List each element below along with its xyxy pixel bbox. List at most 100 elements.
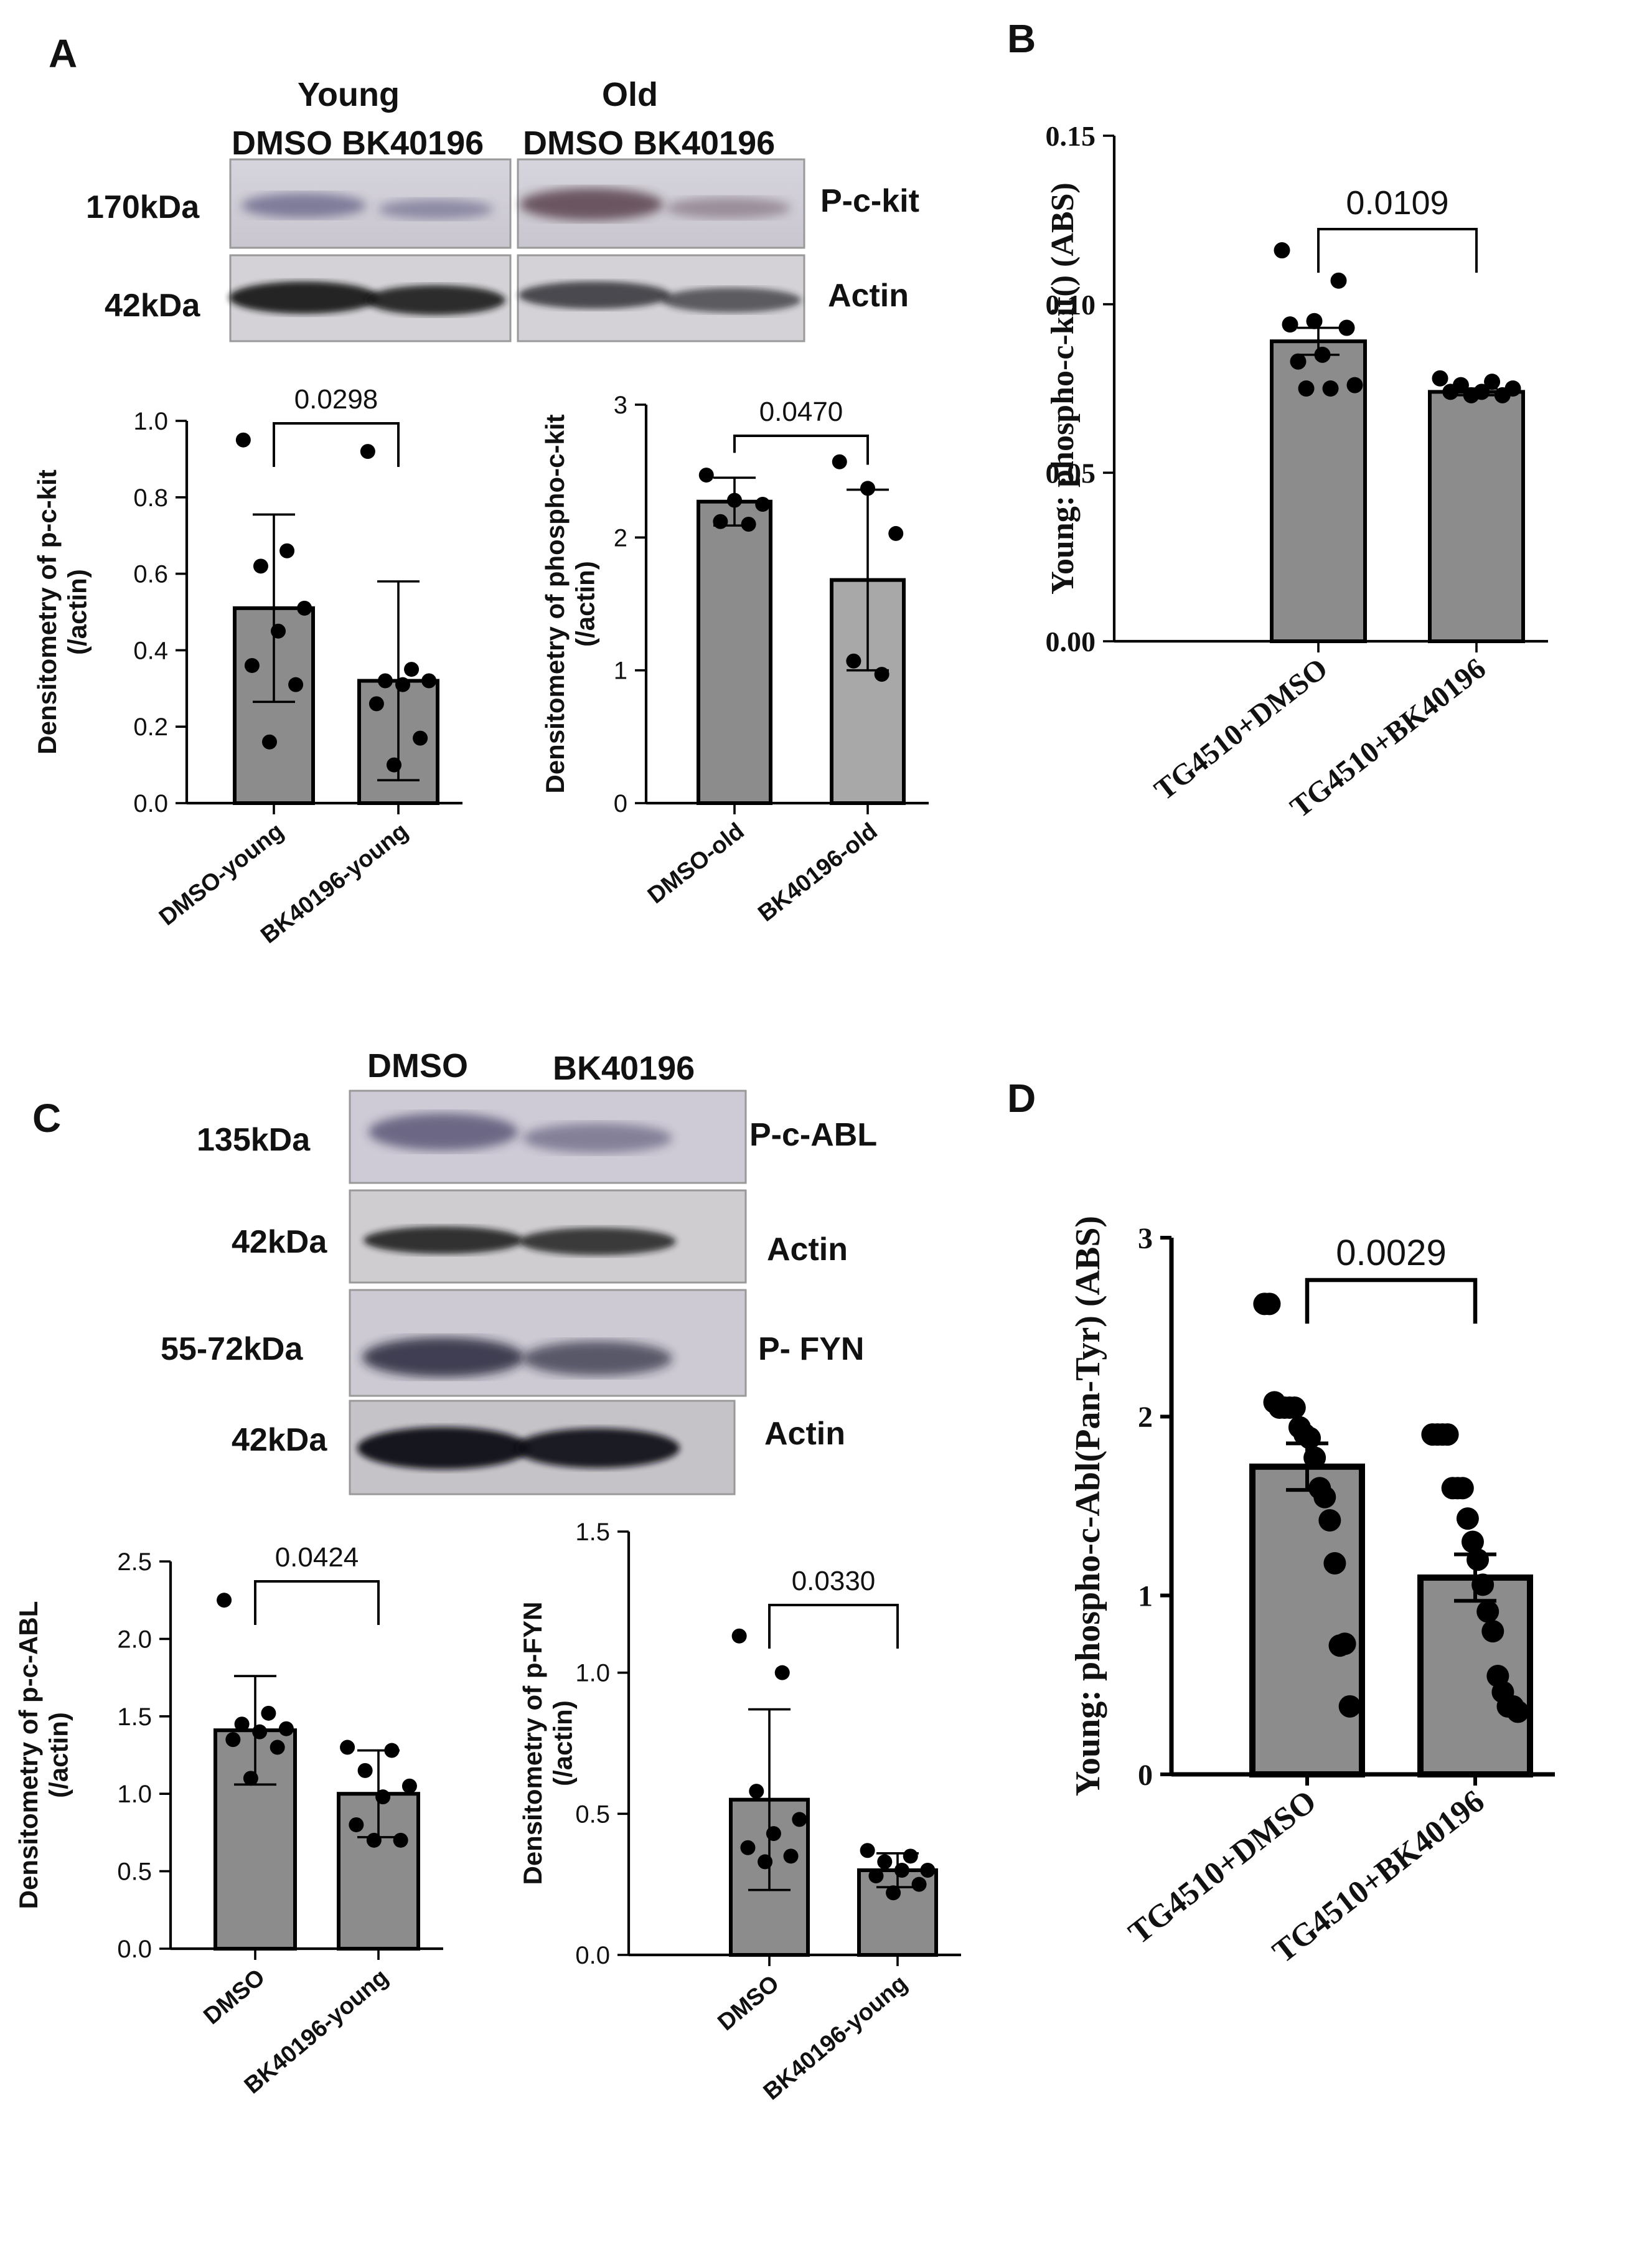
western-blot-a: Young Old DMSO BK40196 DMSO BK40196 170k… <box>86 76 919 342</box>
y-axis-label: Densitometry of p-FYN(/actin) <box>518 1601 577 1885</box>
data-point <box>360 444 375 459</box>
significance-bracket <box>273 422 400 467</box>
data-point <box>1346 377 1363 393</box>
chart-b: 0.000.050.100.15TG4510+DMSOTG4510+BK4019… <box>1045 120 1548 824</box>
y-tick-label: 2.5 <box>117 1548 152 1576</box>
data-point <box>413 730 428 746</box>
significance-bracket <box>733 435 869 465</box>
data-point <box>1322 380 1339 397</box>
y-tick-label: 3 <box>1138 1222 1153 1255</box>
data-point <box>1456 1507 1479 1530</box>
data-point <box>1484 374 1501 390</box>
y-axis-label-line: (/actin) <box>570 561 599 647</box>
data-point <box>1463 387 1480 403</box>
blot-a-band <box>662 288 801 313</box>
p-value-label: 0.0298 <box>294 384 378 415</box>
data-point <box>766 1826 781 1842</box>
data-point <box>894 1863 909 1878</box>
data-point <box>774 1665 790 1680</box>
y-tick-label: 0.0 <box>575 1942 610 1969</box>
y-tick-label: 1.5 <box>117 1703 152 1731</box>
blot-c-mw-1: 135kDa <box>197 1122 311 1158</box>
data-point <box>225 1732 241 1748</box>
data-point <box>393 1832 408 1848</box>
data-point <box>1476 1600 1499 1623</box>
data-point <box>1451 1477 1474 1500</box>
bar <box>697 499 772 805</box>
panel-label-b: B <box>1007 16 1036 61</box>
y-axis-label-line: Densitometry of phospho-c-kit <box>540 414 570 793</box>
panel-label-d: D <box>1007 1076 1036 1121</box>
p-value-label: 0.0109 <box>1346 184 1448 222</box>
blot-c-band-3: P- FYN <box>758 1331 864 1367</box>
blot-c-band <box>362 1337 524 1377</box>
blot-a-mw-bottom: 42kDa <box>105 288 200 324</box>
data-point <box>1506 1700 1529 1723</box>
significance-bracket <box>768 1604 899 1649</box>
data-point <box>888 525 904 541</box>
data-point <box>1461 1530 1484 1553</box>
data-point <box>395 677 411 692</box>
data-point <box>1323 1551 1346 1575</box>
data-point <box>1432 370 1448 387</box>
data-point <box>1467 1548 1490 1571</box>
significance-bracket <box>254 1580 380 1625</box>
data-point <box>278 1721 294 1736</box>
charts-layer: 0.00.20.40.60.81.0DMSO-youngBK40196-youn… <box>14 120 1555 2106</box>
data-point <box>252 1724 268 1740</box>
data-point <box>886 1885 901 1901</box>
blot-c-lane1: DMSO <box>367 1047 468 1085</box>
data-point <box>1330 272 1347 289</box>
y-tick-label: 1 <box>1138 1579 1153 1612</box>
data-point <box>244 657 260 673</box>
data-point <box>1306 313 1323 329</box>
blot-a-band-bottom-label: Actin <box>828 278 909 314</box>
blot-c-lane2: BK40196 <box>553 1050 695 1087</box>
data-point <box>755 497 771 512</box>
blot-c-band <box>368 1113 518 1151</box>
x-category-label: BK40196-old <box>753 818 882 927</box>
y-tick-label: 0.0 <box>133 790 168 817</box>
data-point <box>1494 387 1511 403</box>
y-tick-label: 0.2 <box>133 713 168 741</box>
bar <box>1428 390 1525 643</box>
chart-c1: 0.00.51.01.52.02.5DMSOBK40196-young0.042… <box>14 1542 443 2099</box>
p-value-label: 0.0470 <box>759 397 843 427</box>
blot-a-band <box>366 285 505 315</box>
blot-c-mw-4: 42kDa <box>232 1422 327 1458</box>
data-point <box>1258 1292 1281 1316</box>
y-tick-label: 1 <box>614 657 627 685</box>
y-axis-label-line: (/actin) <box>548 1700 577 1786</box>
significance-bracket <box>1305 1278 1478 1324</box>
blot-a-group-old: Old <box>602 76 658 113</box>
y-tick-label: 1.5 <box>575 1518 610 1546</box>
blot-c-mw-2: 42kDa <box>232 1224 327 1260</box>
data-point <box>368 696 384 712</box>
data-point <box>1318 1509 1341 1532</box>
data-point <box>279 543 295 558</box>
p-value-label: 0.0029 <box>1336 1233 1446 1273</box>
x-category-label: DMSO <box>713 1970 784 2036</box>
data-point <box>731 1628 747 1644</box>
y-tick-label: 2 <box>614 524 627 552</box>
y-tick-label: 0.10 <box>1046 289 1096 321</box>
data-point <box>860 481 875 496</box>
y-tick-label: 3 <box>614 392 627 419</box>
data-point <box>1442 384 1459 400</box>
x-category-label: DMSO <box>199 1964 270 2030</box>
data-point <box>792 1812 807 1827</box>
data-point <box>357 1763 373 1778</box>
y-axis-label: Young: phospho-c-Abl(Pan-Tyr) (ABS) <box>1069 1216 1107 1796</box>
y-tick-label: 0.05 <box>1046 457 1096 489</box>
data-point <box>846 653 861 669</box>
data-point <box>903 1848 918 1864</box>
panel-label-a: A <box>49 31 77 76</box>
data-point <box>401 1778 417 1794</box>
y-tick-label: 0.8 <box>133 484 168 512</box>
y-tick-label: 0.0 <box>117 1936 152 1963</box>
data-point <box>868 1868 884 1884</box>
panel-label-c: C <box>32 1096 61 1141</box>
y-axis-label-line: (/actin) <box>62 569 92 655</box>
data-point <box>366 1832 382 1848</box>
